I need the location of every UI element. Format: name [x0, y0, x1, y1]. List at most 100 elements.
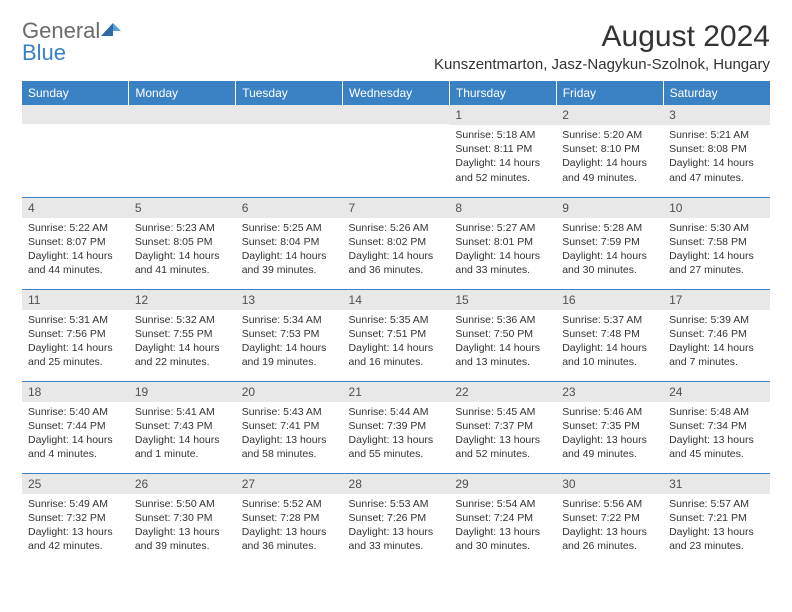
calendar-cell: 14Sunrise: 5:35 AMSunset: 7:51 PMDayligh…: [343, 289, 450, 381]
day-details: Sunrise: 5:18 AMSunset: 8:11 PMDaylight:…: [449, 125, 556, 189]
day-number: 27: [236, 474, 343, 494]
daylight-text: Daylight: 14 hours and 52 minutes.: [455, 156, 550, 184]
sunset-text: Sunset: 7:58 PM: [669, 235, 764, 249]
sunset-text: Sunset: 8:08 PM: [669, 142, 764, 156]
calendar-week: 4Sunrise: 5:22 AMSunset: 8:07 PMDaylight…: [22, 197, 770, 289]
sunset-text: Sunset: 7:35 PM: [562, 419, 657, 433]
day-number: 18: [22, 382, 129, 402]
day-details: Sunrise: 5:50 AMSunset: 7:30 PMDaylight:…: [129, 494, 236, 558]
sunrise-text: Sunrise: 5:50 AM: [135, 497, 230, 511]
calendar-body: 1Sunrise: 5:18 AMSunset: 8:11 PMDaylight…: [22, 105, 770, 565]
day-details: Sunrise: 5:57 AMSunset: 7:21 PMDaylight:…: [663, 494, 770, 558]
calendar-cell: 6Sunrise: 5:25 AMSunset: 8:04 PMDaylight…: [236, 197, 343, 289]
day-details: Sunrise: 5:45 AMSunset: 7:37 PMDaylight:…: [449, 402, 556, 466]
weekday-thu: Thursday: [449, 81, 556, 105]
daylight-text: Daylight: 13 hours and 58 minutes.: [242, 433, 337, 461]
sunset-text: Sunset: 8:01 PM: [455, 235, 550, 249]
calendar-cell: [22, 105, 129, 197]
logo-icon: [100, 20, 122, 38]
day-number: [22, 105, 129, 124]
day-details: Sunrise: 5:34 AMSunset: 7:53 PMDaylight:…: [236, 310, 343, 374]
day-details: Sunrise: 5:52 AMSunset: 7:28 PMDaylight:…: [236, 494, 343, 558]
day-number: 24: [663, 382, 770, 402]
sunset-text: Sunset: 7:32 PM: [28, 511, 123, 525]
day-number: 9: [556, 198, 663, 218]
calendar-cell: 25Sunrise: 5:49 AMSunset: 7:32 PMDayligh…: [22, 473, 129, 565]
day-number: 10: [663, 198, 770, 218]
day-details: Sunrise: 5:35 AMSunset: 7:51 PMDaylight:…: [343, 310, 450, 374]
calendar-cell: 22Sunrise: 5:45 AMSunset: 7:37 PMDayligh…: [449, 381, 556, 473]
day-details: Sunrise: 5:48 AMSunset: 7:34 PMDaylight:…: [663, 402, 770, 466]
day-details: Sunrise: 5:46 AMSunset: 7:35 PMDaylight:…: [556, 402, 663, 466]
daylight-text: Daylight: 14 hours and 7 minutes.: [669, 341, 764, 369]
day-details: Sunrise: 5:44 AMSunset: 7:39 PMDaylight:…: [343, 402, 450, 466]
sunset-text: Sunset: 7:50 PM: [455, 327, 550, 341]
day-number: 4: [22, 198, 129, 218]
day-number: [236, 105, 343, 124]
daylight-text: Daylight: 13 hours and 39 minutes.: [135, 525, 230, 553]
day-number: 21: [343, 382, 450, 402]
location: Kunszentmarton, Jasz-Nagykun-Szolnok, Hu…: [434, 56, 770, 73]
sunrise-text: Sunrise: 5:44 AM: [349, 405, 444, 419]
calendar-cell: 13Sunrise: 5:34 AMSunset: 7:53 PMDayligh…: [236, 289, 343, 381]
calendar-week: 11Sunrise: 5:31 AMSunset: 7:56 PMDayligh…: [22, 289, 770, 381]
daylight-text: Daylight: 14 hours and 27 minutes.: [669, 249, 764, 277]
calendar-cell: 16Sunrise: 5:37 AMSunset: 7:48 PMDayligh…: [556, 289, 663, 381]
daylight-text: Daylight: 14 hours and 22 minutes.: [135, 341, 230, 369]
calendar-week: 1Sunrise: 5:18 AMSunset: 8:11 PMDaylight…: [22, 105, 770, 197]
daylight-text: Daylight: 14 hours and 30 minutes.: [562, 249, 657, 277]
calendar-cell: 7Sunrise: 5:26 AMSunset: 8:02 PMDaylight…: [343, 197, 450, 289]
sunrise-text: Sunrise: 5:40 AM: [28, 405, 123, 419]
sunset-text: Sunset: 7:46 PM: [669, 327, 764, 341]
calendar-cell: 19Sunrise: 5:41 AMSunset: 7:43 PMDayligh…: [129, 381, 236, 473]
sunrise-text: Sunrise: 5:43 AM: [242, 405, 337, 419]
sunset-text: Sunset: 7:44 PM: [28, 419, 123, 433]
sunset-text: Sunset: 7:51 PM: [349, 327, 444, 341]
sunset-text: Sunset: 8:05 PM: [135, 235, 230, 249]
day-details: Sunrise: 5:27 AMSunset: 8:01 PMDaylight:…: [449, 218, 556, 282]
day-number: 5: [129, 198, 236, 218]
daylight-text: Daylight: 14 hours and 36 minutes.: [349, 249, 444, 277]
daylight-text: Daylight: 14 hours and 4 minutes.: [28, 433, 123, 461]
day-number: 16: [556, 290, 663, 310]
sunrise-text: Sunrise: 5:18 AM: [455, 128, 550, 142]
day-details: Sunrise: 5:28 AMSunset: 7:59 PMDaylight:…: [556, 218, 663, 282]
day-number: 25: [22, 474, 129, 494]
calendar-week: 18Sunrise: 5:40 AMSunset: 7:44 PMDayligh…: [22, 381, 770, 473]
sunset-text: Sunset: 7:56 PM: [28, 327, 123, 341]
calendar-cell: 31Sunrise: 5:57 AMSunset: 7:21 PMDayligh…: [663, 473, 770, 565]
title-block: August 2024 Kunszentmarton, Jasz-Nagykun…: [434, 20, 770, 73]
day-number: 31: [663, 474, 770, 494]
weekday-row: Sunday Monday Tuesday Wednesday Thursday…: [22, 81, 770, 105]
day-details: Sunrise: 5:22 AMSunset: 8:07 PMDaylight:…: [22, 218, 129, 282]
daylight-text: Daylight: 14 hours and 10 minutes.: [562, 341, 657, 369]
sunrise-text: Sunrise: 5:39 AM: [669, 313, 764, 327]
daylight-text: Daylight: 14 hours and 33 minutes.: [455, 249, 550, 277]
daylight-text: Daylight: 13 hours and 49 minutes.: [562, 433, 657, 461]
day-details: Sunrise: 5:56 AMSunset: 7:22 PMDaylight:…: [556, 494, 663, 558]
sunrise-text: Sunrise: 5:34 AM: [242, 313, 337, 327]
sunset-text: Sunset: 7:43 PM: [135, 419, 230, 433]
daylight-text: Daylight: 14 hours and 39 minutes.: [242, 249, 337, 277]
calendar-week: 25Sunrise: 5:49 AMSunset: 7:32 PMDayligh…: [22, 473, 770, 565]
sunset-text: Sunset: 7:41 PM: [242, 419, 337, 433]
day-number: 12: [129, 290, 236, 310]
day-number: 15: [449, 290, 556, 310]
daylight-text: Daylight: 13 hours and 36 minutes.: [242, 525, 337, 553]
calendar-cell: 4Sunrise: 5:22 AMSunset: 8:07 PMDaylight…: [22, 197, 129, 289]
sunset-text: Sunset: 8:07 PM: [28, 235, 123, 249]
daylight-text: Daylight: 14 hours and 41 minutes.: [135, 249, 230, 277]
calendar-cell: 24Sunrise: 5:48 AMSunset: 7:34 PMDayligh…: [663, 381, 770, 473]
day-details: Sunrise: 5:41 AMSunset: 7:43 PMDaylight:…: [129, 402, 236, 466]
day-details: Sunrise: 5:31 AMSunset: 7:56 PMDaylight:…: [22, 310, 129, 374]
day-number: 3: [663, 105, 770, 125]
sunrise-text: Sunrise: 5:45 AM: [455, 405, 550, 419]
day-number: 22: [449, 382, 556, 402]
calendar-cell: 12Sunrise: 5:32 AMSunset: 7:55 PMDayligh…: [129, 289, 236, 381]
day-number: 20: [236, 382, 343, 402]
calendar-cell: 8Sunrise: 5:27 AMSunset: 8:01 PMDaylight…: [449, 197, 556, 289]
sunset-text: Sunset: 7:24 PM: [455, 511, 550, 525]
day-number: 2: [556, 105, 663, 125]
calendar-cell: 11Sunrise: 5:31 AMSunset: 7:56 PMDayligh…: [22, 289, 129, 381]
day-details: Sunrise: 5:21 AMSunset: 8:08 PMDaylight:…: [663, 125, 770, 189]
